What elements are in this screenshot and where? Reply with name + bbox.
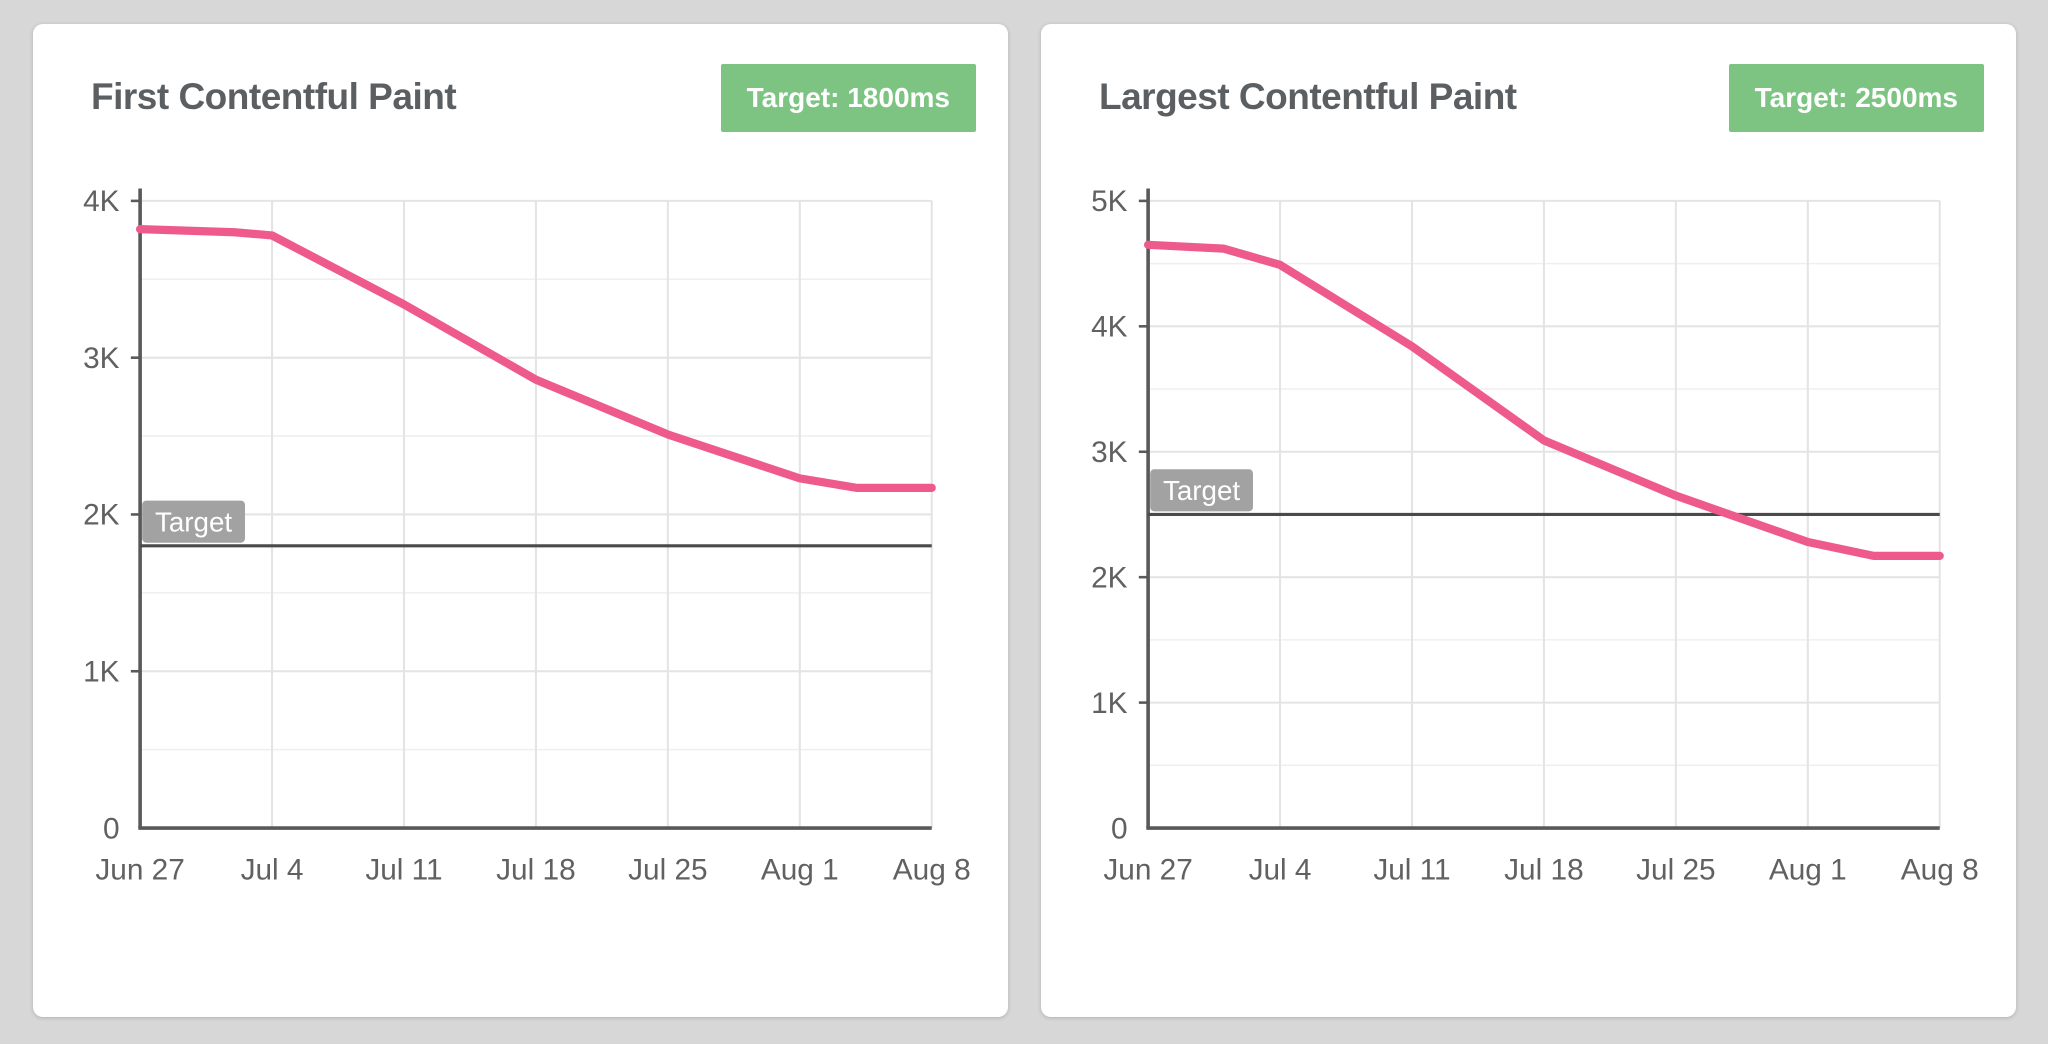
svg-text:Jun 27: Jun 27 bbox=[1103, 853, 1192, 886]
svg-text:4K: 4K bbox=[83, 185, 120, 218]
x-axis-labels: Jun 27 Jul 4 Jul 11 Jul 18 Jul 25 Aug 1 Aug 8 bbox=[1103, 853, 1978, 886]
y-axis-labels: 0 1K 2K 3K 4K bbox=[83, 185, 120, 845]
svg-text:Jul 11: Jul 11 bbox=[365, 853, 442, 886]
target-label: Target bbox=[142, 500, 245, 543]
svg-text:Jul 18: Jul 18 bbox=[1504, 853, 1584, 886]
fcp-target-badge: Target: 1800ms bbox=[720, 64, 976, 132]
svg-text:Jul 18: Jul 18 bbox=[496, 853, 576, 886]
lcp-card: Largest Contentful Paint Target: 2500ms … bbox=[1041, 24, 2016, 1017]
fcp-chart-svg: 0 1K 2K 3K 4K Jun 27 Jul 4 Jul 11 Jul 18 Jul 25 Au… bbox=[83, 185, 971, 886]
svg-text:3K: 3K bbox=[83, 342, 120, 375]
metric-series-line bbox=[1143, 240, 1944, 561]
lcp-target-badge: Target: 2500ms bbox=[1728, 64, 1984, 132]
svg-text:1K: 1K bbox=[1091, 687, 1128, 720]
svg-text:1K: 1K bbox=[83, 656, 120, 689]
svg-text:0: 0 bbox=[103, 812, 120, 845]
lcp-card-header: Largest Contentful Paint Target: 2500ms bbox=[1071, 50, 1986, 132]
svg-text:Aug 1: Aug 1 bbox=[1769, 853, 1847, 886]
x-axis-labels: Jun 27 Jul 4 Jul 11 Jul 18 Jul 25 Aug 1 Aug 8 bbox=[95, 853, 970, 886]
svg-text:Target: Target bbox=[1163, 475, 1240, 506]
svg-text:2K: 2K bbox=[1091, 561, 1128, 594]
svg-text:Jul 4: Jul 4 bbox=[1249, 853, 1312, 886]
svg-text:Jul 11: Jul 11 bbox=[1373, 853, 1450, 886]
svg-text:Jul 4: Jul 4 bbox=[241, 853, 304, 886]
y-axis-labels: 0 1K 2K 3K 4K 5K bbox=[1091, 185, 1128, 845]
target-line: Target bbox=[1148, 469, 1940, 517]
axes bbox=[1138, 188, 1940, 830]
target-line: Target bbox=[140, 500, 932, 548]
lcp-line-chart: 0 1K 2K 3K 4K 5K Jun 27 Jul 4 Jul 11 Jul 18 Jul 25… bbox=[1071, 168, 1986, 1007]
svg-text:2K: 2K bbox=[83, 499, 120, 532]
svg-text:Target: Target bbox=[155, 506, 232, 537]
grid-lines bbox=[140, 199, 933, 829]
svg-text:0: 0 bbox=[1111, 812, 1128, 845]
metric-series-line bbox=[135, 225, 936, 492]
fcp-card-header: First Contentful Paint Target: 1800ms bbox=[63, 50, 978, 132]
svg-text:5K: 5K bbox=[1091, 185, 1128, 218]
target-label: Target bbox=[1150, 469, 1253, 512]
svg-text:Aug 1: Aug 1 bbox=[761, 853, 839, 886]
svg-text:3K: 3K bbox=[1091, 436, 1128, 469]
fcp-card: First Contentful Paint Target: 1800ms 0 1… bbox=[33, 24, 1008, 1017]
svg-text:Jul 25: Jul 25 bbox=[628, 853, 708, 886]
fcp-chart-title: First Contentful Paint bbox=[91, 76, 457, 117]
svg-text:Jun 27: Jun 27 bbox=[95, 853, 184, 886]
svg-text:Jul 25: Jul 25 bbox=[1636, 853, 1716, 886]
lcp-chart-svg: 0 1K 2K 3K 4K 5K Jun 27 Jul 4 Jul 11 Jul 18 Jul 25… bbox=[1091, 185, 1979, 886]
svg-text:Aug 8: Aug 8 bbox=[1901, 853, 1979, 886]
axes bbox=[130, 188, 932, 830]
svg-text:4K: 4K bbox=[1091, 311, 1128, 344]
lcp-chart-title: Largest Contentful Paint bbox=[1099, 76, 1517, 117]
svg-text:Aug 8: Aug 8 bbox=[893, 853, 971, 886]
fcp-line-chart: 0 1K 2K 3K 4K Jun 27 Jul 4 Jul 11 Jul 18 Jul 25 Au… bbox=[63, 168, 978, 1007]
